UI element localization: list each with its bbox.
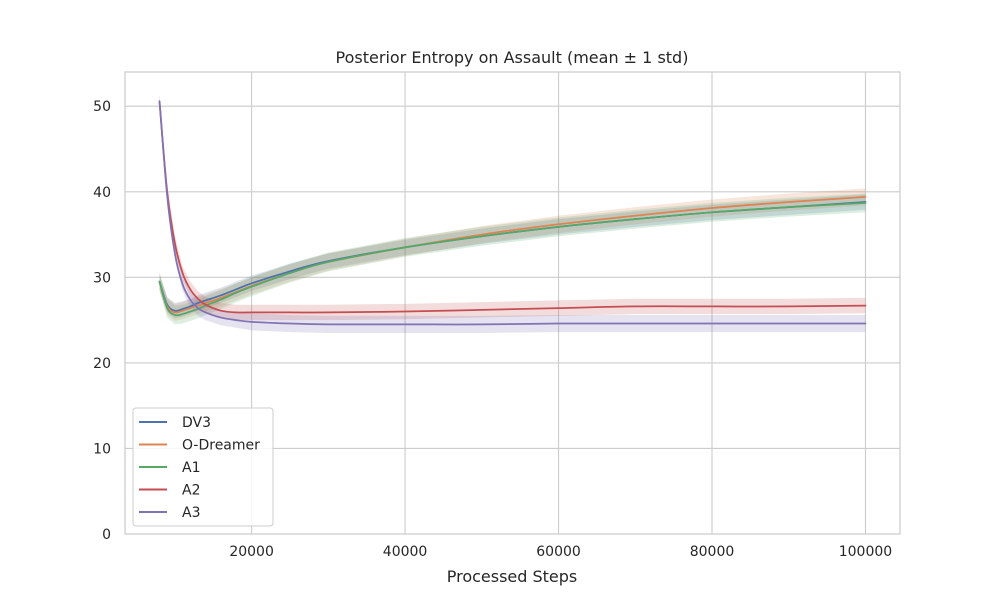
y-tick-label: 50 [93, 99, 111, 115]
y-tick-label: 10 [93, 441, 111, 457]
legend-label-a2: A2 [182, 483, 200, 499]
x-tick-label: 40000 [383, 544, 428, 560]
series-line-a2 [158, 101, 867, 314]
y-tick-label: 20 [93, 356, 111, 372]
x-tick-label: 100000 [839, 544, 892, 560]
y-tick-label: 40 [93, 185, 111, 201]
legend-label-o-dreamer: O-Dreamer [182, 438, 260, 454]
legend-label-a1: A1 [182, 460, 200, 476]
series-line-a3 [158, 100, 867, 326]
legend-label-a3: A3 [182, 505, 200, 521]
grid [125, 72, 900, 535]
chart-title: Posterior Entropy on Assault (mean ± 1 s… [336, 48, 689, 67]
series-line-a1 [158, 202, 867, 317]
legend-box [132, 407, 274, 527]
tick-labels: 20000 40000 60000 80000 100000 0 10 20 30 40 50 [93, 99, 892, 560]
x-tick-label: 80000 [690, 544, 735, 560]
y-tick-label: 30 [93, 270, 111, 286]
x-tick-label: 20000 [229, 544, 274, 560]
x-tick-label: 60000 [536, 544, 581, 560]
y-tick-label: 0 [102, 527, 111, 543]
legend-label-dv3: DV3 [182, 415, 211, 431]
series-lines [158, 100, 867, 326]
x-axis-title: Processed Steps [447, 567, 578, 586]
plot-frame [124, 71, 901, 535]
legend: DV3 O-Dreamer A1 A2 A3 [132, 407, 274, 527]
